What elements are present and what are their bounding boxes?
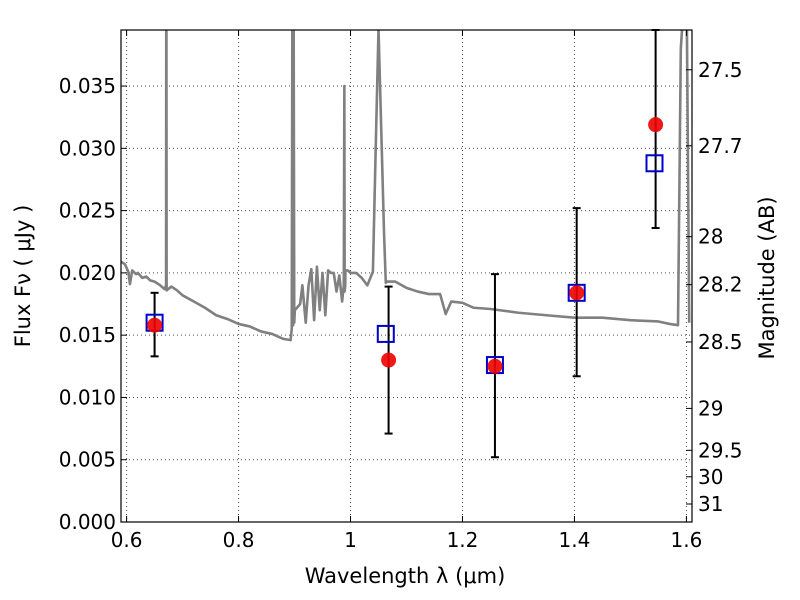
- x-tick-label: 1: [344, 528, 357, 552]
- circle-point: [381, 352, 397, 368]
- y-tick-label: 0.025: [59, 199, 116, 223]
- y2-tick-label: 27.7: [698, 134, 743, 158]
- y2-tick-label: 27.5: [698, 58, 743, 82]
- y-axis-label: Flux Fν ( μJy ): [11, 205, 35, 348]
- circle-markers: [147, 117, 664, 374]
- y-tick-label: 0.015: [59, 323, 116, 347]
- axes: [120, 29, 693, 523]
- square-markers: [145, 154, 664, 375]
- y2-tick-label: 29: [698, 396, 723, 420]
- square-point: [645, 154, 664, 173]
- y-tick-label: 0.000: [59, 510, 116, 534]
- x-tick-label: 1.4: [559, 528, 591, 552]
- y2-axis-label: Magnitude (AB): [755, 196, 779, 359]
- circle-point: [569, 285, 585, 301]
- y2-tick-label: 30: [698, 465, 723, 489]
- y2-tick-label: 28.2: [698, 273, 743, 297]
- circle-point: [487, 358, 503, 374]
- y-tick-label: 0.030: [59, 136, 116, 160]
- y2-tick-label: 31: [698, 492, 723, 516]
- x-tick-label: 0.6: [111, 528, 143, 552]
- square-point: [376, 324, 395, 343]
- y2-tick-label: 29.5: [698, 438, 743, 462]
- grid-lines: [121, 30, 692, 523]
- y2-tick-label: 28.5: [698, 330, 743, 354]
- x-axis-label: Wavelength λ (μm): [305, 564, 506, 588]
- tick-labels: 0.6 0.8 1 1.2 1.4 1.6 0.000 0.005 0.010 0.015 0.02…: [59, 58, 743, 552]
- y-tick-label: 0.005: [59, 448, 116, 472]
- x-tick-label: 1.6: [670, 528, 702, 552]
- square-point: [567, 283, 586, 302]
- plot-frame: [120, 29, 693, 523]
- y-tick-label: 0.035: [59, 74, 116, 98]
- circle-point: [648, 117, 664, 133]
- y-tick-label: 0.010: [59, 385, 116, 409]
- x-tick-label: 0.8: [223, 528, 255, 552]
- y2-tick-label: 28: [698, 225, 723, 249]
- model-spectrum: [121, 30, 691, 342]
- circle-point: [147, 317, 163, 333]
- spectrum-line: [121, 30, 691, 342]
- error-bars: [150, 29, 660, 459]
- x-tick-label: 1.2: [447, 528, 479, 552]
- y-tick-label: 0.020: [59, 261, 116, 285]
